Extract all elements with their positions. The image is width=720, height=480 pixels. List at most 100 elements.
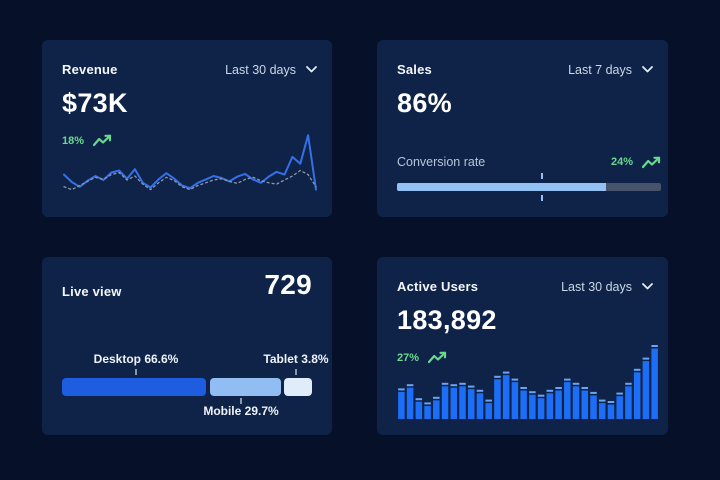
bar [467, 389, 475, 419]
mobile-segment-label: Mobile 29.7% [203, 404, 279, 418]
progress-marker-tick [541, 195, 544, 201]
bar [642, 361, 650, 419]
bar [450, 387, 458, 419]
trending-up-icon [642, 156, 661, 169]
sales-header: Sales Last 7 days [397, 62, 653, 77]
bar [415, 401, 423, 419]
bar-cap [415, 398, 423, 401]
bar [555, 390, 562, 419]
active-users-value: 183,892 [397, 305, 497, 335]
bar-cap [476, 389, 484, 392]
desktop-label-tick [135, 369, 137, 375]
bar [406, 387, 414, 419]
bar-cap [406, 384, 414, 387]
bar [546, 393, 554, 419]
mobile-segment[interactable] [209, 378, 281, 396]
mobile-label-tick [240, 398, 242, 404]
progress-marker-tick [541, 173, 544, 179]
bar-cap [572, 382, 580, 385]
revenue-header: Revenue Last 30 days [62, 62, 317, 77]
bar-cap [546, 389, 554, 392]
revenue-range-label: Last 30 days [225, 62, 296, 77]
bar-cap [450, 384, 458, 387]
bar-cap [537, 394, 545, 397]
bar-cap [616, 392, 623, 395]
live-view-header: Live view 729 [62, 269, 312, 301]
bar [485, 403, 492, 419]
active-users-delta-value: 27% [397, 351, 420, 364]
bar [476, 393, 484, 419]
conversion-progress-fill [397, 183, 606, 191]
chevron-down-icon [306, 66, 317, 73]
sales-card: Sales Last 7 days 86% Conversion rate 24… [377, 40, 668, 217]
live-view-card: Live view 729 Desktop 66.6% Tablet 3.8% … [42, 257, 332, 435]
bar [633, 372, 641, 419]
trending-up-icon [93, 134, 112, 147]
bar-cap [424, 402, 431, 405]
bar [494, 379, 501, 419]
bar [520, 390, 527, 419]
revenue-range-dropdown[interactable]: Last 30 days [225, 63, 317, 77]
sales-range-label: Last 7 days [568, 62, 632, 77]
revenue-delta-value: 18% [62, 134, 85, 147]
active-users-card: Active Users Last 30 days 183,892 27% [377, 257, 668, 435]
active-users-bar-chart [397, 343, 659, 424]
bar [625, 386, 632, 419]
sales-range-dropdown[interactable]: Last 7 days [568, 63, 653, 77]
active-users-range-label: Last 30 days [561, 279, 632, 294]
bar [590, 395, 597, 419]
bar-cap [485, 399, 492, 402]
bar-cap [625, 382, 632, 385]
bar-cap [581, 387, 589, 389]
chevron-down-icon [642, 66, 653, 73]
active-users-title: Active Users [397, 279, 479, 294]
desktop-segment-label: Desktop 66.6% [93, 352, 179, 366]
active-users-header: Active Users Last 30 days [397, 279, 653, 294]
device-breakdown-bar [62, 378, 312, 396]
desktop-segment[interactable] [62, 378, 207, 396]
bar-cap [651, 345, 658, 347]
bar-cap [511, 378, 519, 381]
bar [502, 375, 510, 419]
conversion-rate-delta-value: 24% [610, 156, 633, 168]
conversion-rate-delta: 24% [611, 156, 661, 169]
bar [564, 382, 571, 419]
bar-cap [607, 401, 615, 403]
bar-cap [520, 387, 527, 389]
conversion-progress-bar[interactable] [397, 173, 661, 201]
active-users-range-dropdown[interactable]: Last 30 days [561, 280, 653, 294]
revenue-value: $73K [62, 88, 128, 118]
tablet-label-tick [295, 369, 297, 375]
bar [537, 398, 545, 419]
revenue-series-current [63, 134, 317, 191]
bar [651, 348, 658, 419]
bar [529, 394, 536, 419]
bar-cap [564, 378, 571, 381]
bar-cap [459, 382, 466, 385]
bar [433, 400, 440, 419]
sales-value: 86% [397, 88, 452, 118]
bar-cap [467, 385, 475, 388]
conversion-rate-label: Conversion rate [397, 155, 486, 169]
revenue-delta: 18% [62, 134, 112, 147]
sales-title: Sales [397, 62, 432, 77]
bar [572, 386, 580, 419]
bar-cap [398, 388, 405, 391]
revenue-title: Revenue [62, 62, 118, 77]
bar-cap [529, 391, 536, 394]
revenue-line-chart [62, 121, 318, 204]
tablet-segment-label: Tablet 3.8% [263, 352, 329, 366]
bar-cap [642, 357, 650, 360]
bar-cap [494, 375, 501, 378]
bar-cap [598, 399, 606, 402]
bar [441, 386, 449, 419]
bar [398, 391, 405, 419]
tablet-segment[interactable] [284, 378, 312, 396]
revenue-series-previous [63, 169, 317, 191]
bar-cap [441, 382, 449, 385]
bar [607, 404, 615, 419]
revenue-card: Revenue Last 30 days $73K 18% [42, 40, 332, 217]
live-view-value: 729 [264, 269, 312, 300]
bar-cap [590, 391, 597, 394]
live-view-title: Live view [62, 283, 122, 299]
